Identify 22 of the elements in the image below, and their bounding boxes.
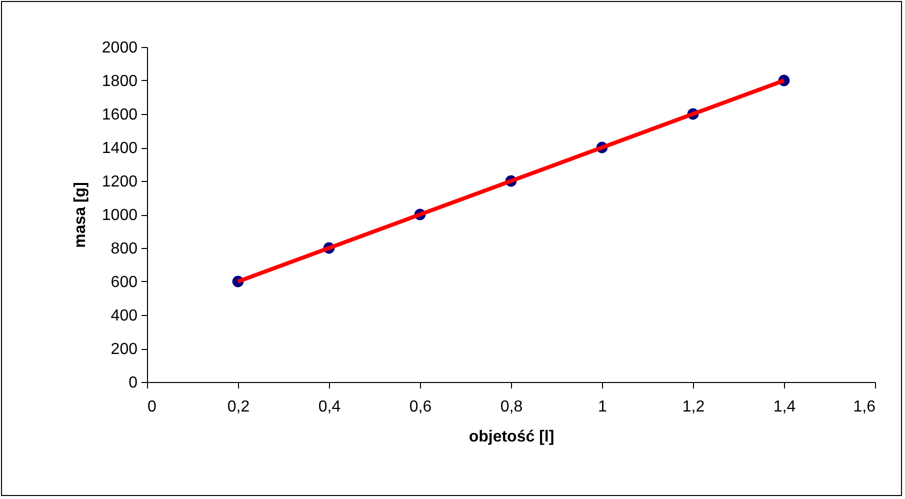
- x-axis-title: objetość [l]: [468, 428, 554, 446]
- x-tick-label: 0: [148, 398, 156, 416]
- x-tick-label: 0,2: [227, 398, 250, 416]
- y-tick-label: 0: [128, 374, 138, 392]
- x-tick-label: 1,4: [773, 398, 796, 416]
- y-tick-label: 1400: [102, 140, 138, 157]
- y-tick-label: 800: [110, 240, 138, 258]
- y-tick-label: 1200: [102, 174, 138, 190]
- x-tick-label: 0,8: [500, 398, 523, 416]
- x-tick-label: 0,6: [409, 398, 432, 416]
- y-tick-label: 400: [110, 308, 138, 324]
- y-tick-label: 1000: [102, 207, 138, 224]
- y-axis-title: masa [g]: [72, 182, 89, 248]
- x-tick-label: 1,6: [853, 398, 876, 416]
- y-tick-label: 2000: [102, 40, 138, 56]
- y-tick-label: 600: [110, 274, 138, 291]
- y-tick-label: 1800: [102, 73, 138, 90]
- y-tick-label: 200: [110, 341, 138, 358]
- x-tick-label: 1,2: [682, 398, 705, 416]
- y-tick-label: 1600: [102, 106, 138, 124]
- x-tick-label: 1: [598, 398, 608, 416]
- x-tick-label: 0,4: [318, 398, 341, 416]
